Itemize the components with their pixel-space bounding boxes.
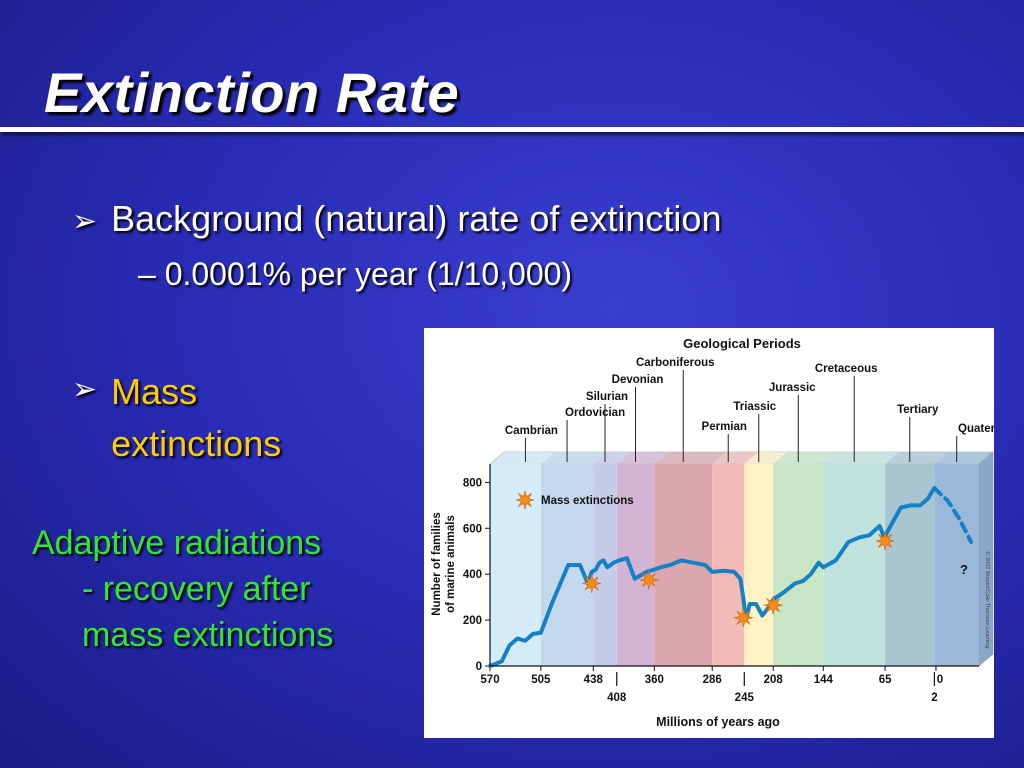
y-axis-label-line2: of marine animals — [445, 515, 457, 613]
x-tick-label: 286 — [703, 674, 722, 686]
mass-extinction-marker — [638, 569, 659, 591]
extinction-chart: Cambrian Ordovician Silurian Devonian Carbon… — [424, 328, 994, 738]
period-band-permian — [712, 464, 745, 666]
period-band-top-tertiary — [885, 452, 949, 464]
period-label-jurassic: Jurassic — [769, 382, 816, 394]
period-band-top-cambrian — [490, 452, 555, 464]
arrow-bullet-icon: ➢ — [72, 205, 98, 238]
period-band-quaternary — [934, 464, 979, 666]
sub-bullet-rate: – 0.0001% per year (1/10,000) — [138, 256, 573, 292]
bullet-background-text: Background (natural) rate of extinction — [111, 198, 722, 239]
unknown-future-label: ? — [960, 562, 968, 577]
x-tick-label: 438 — [584, 674, 604, 686]
x-tick-label: 2 — [931, 692, 937, 704]
period-band-top-silurian — [593, 452, 631, 464]
x-tick-label: 0 — [937, 674, 943, 686]
period-band-top-permian — [712, 452, 759, 464]
mass-extinction-marker — [581, 573, 602, 594]
title-divider — [0, 127, 1024, 132]
period-label-cretaceous: Cretaceous — [815, 363, 878, 375]
period-band-devonian — [616, 464, 655, 666]
period-label-silurian: Silurian — [586, 391, 628, 403]
period-label-cambrian: Cambrian — [505, 425, 558, 437]
period-band-top-triassic — [744, 452, 788, 464]
adaptive-radiations-text: Adaptive radiations - recovery after mas… — [32, 520, 333, 658]
period-band-top-devonian — [616, 452, 669, 464]
chart-svg: Cambrian Ordovician Silurian Devonian Carbon… — [431, 336, 994, 729]
x-tick-label: 570 — [480, 674, 499, 686]
bullet-mass-line2: extinctions — [111, 423, 282, 464]
period-band-top-ordovician — [540, 452, 608, 464]
period-band-top-cretaceous — [823, 452, 900, 464]
projected-diversity-line — [932, 486, 974, 545]
adaptive-line2: - recovery after — [82, 570, 311, 608]
period-band-top-jurassic — [773, 452, 838, 464]
x-tick-label: 505 — [531, 674, 551, 686]
legend-star-icon — [515, 490, 535, 510]
x-tick-label: 65 — [879, 674, 892, 686]
y-tick-label: 800 — [463, 477, 482, 489]
chart-title: Geological Periods — [683, 336, 801, 351]
adaptive-line3: mass extinctions — [82, 616, 334, 654]
bullet-mass-line1: Mass — [111, 371, 198, 412]
x-tick-label: 144 — [814, 674, 834, 686]
slide-title: Extinction Rate — [44, 61, 460, 124]
copyright-note: © 2002 Brooks/Cole-Thomson Learning — [984, 552, 991, 649]
y-tick-label: 0 — [476, 661, 482, 673]
period-label-quaternary: Quaternary — [958, 423, 994, 435]
mass-extinction-marker — [763, 595, 784, 616]
period-label-devonian: Devonian — [612, 374, 664, 386]
period-band-top-carboniferous — [654, 452, 727, 464]
y-tick-label: 200 — [463, 615, 482, 627]
y-axis-label-line1: Number of families — [431, 512, 443, 616]
period-label-triassic: Triassic — [733, 401, 776, 413]
period-band-top-quaternary — [934, 452, 993, 464]
period-label-permian: Permian — [702, 421, 747, 433]
mass-extinction-marker — [733, 608, 754, 627]
x-axis-label: Millions of years ago — [656, 715, 780, 729]
marine-families-line — [488, 486, 937, 668]
mass-extinction-marker — [876, 530, 895, 552]
period-band-cretaceous — [823, 464, 886, 666]
period-band-triassic — [744, 464, 774, 666]
legend-label: Mass extinctions — [541, 495, 634, 507]
x-tick-label: 245 — [735, 692, 755, 704]
arrow-bullet-icon: ➢ — [72, 373, 98, 406]
bullet-background-rate: ➢ Background (natural) rate of extinction — [72, 198, 721, 240]
x-tick-label: 208 — [764, 674, 784, 686]
period-label-ordovician: Ordovician — [565, 407, 625, 419]
period-label-tertiary: Tertiary — [897, 404, 939, 416]
y-tick-label: 600 — [463, 523, 482, 535]
adaptive-line1: Adaptive radiations — [32, 524, 322, 562]
bullet-mass-extinctions: ➢ Mass extinctions — [72, 366, 281, 470]
y-tick-label: 400 — [463, 569, 482, 581]
period-band-tertiary — [885, 464, 935, 666]
x-tick-label: 408 — [607, 692, 627, 704]
x-tick-label: 360 — [645, 674, 664, 686]
period-label-carboniferous: Carboniferous — [636, 357, 715, 369]
